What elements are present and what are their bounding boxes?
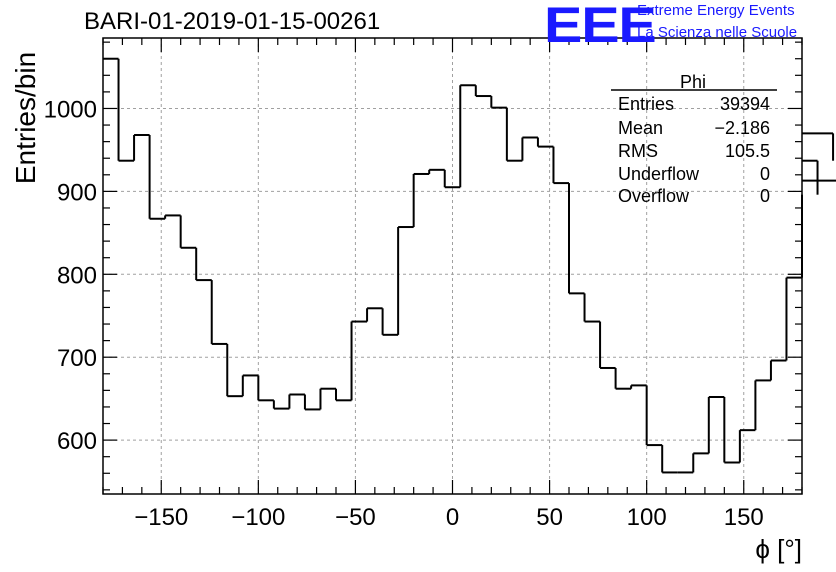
stats-label: Overflow <box>618 186 690 206</box>
stats-label: Mean <box>618 118 664 138</box>
x-tick-label: −50 <box>335 504 376 531</box>
stats-row-underflow: Underflow 0 <box>618 164 770 185</box>
stats-value: 0 <box>759 186 770 206</box>
x-tick-label: 100 <box>627 504 667 531</box>
stats-box-title: Phi <box>680 72 707 92</box>
stats-label: Underflow <box>618 164 700 184</box>
stats-value: −2.186 <box>714 118 770 138</box>
stats-row-mean: Mean −2.186 <box>618 118 770 139</box>
eee-logo: EEE <box>544 0 657 53</box>
x-tick-label: 50 <box>536 504 563 531</box>
y-axis-label: Entries/bin <box>10 51 42 185</box>
stats-label: Entries <box>618 94 675 114</box>
stats-row-rms: RMS 105.5 <box>618 141 770 162</box>
logo-line-2: La Scienza nelle Scuole <box>637 24 798 41</box>
x-tick-label: 0 <box>446 504 459 531</box>
y-tick-label: 800 <box>57 262 97 289</box>
stats-label: RMS <box>618 141 658 161</box>
y-tick-label: 600 <box>57 428 97 455</box>
y-tick-label: 900 <box>57 179 97 206</box>
x-tick-label: 150 <box>724 504 764 531</box>
stats-value: 105.5 <box>724 141 770 161</box>
x-axis-label: ϕ [°] <box>755 534 802 564</box>
grid-lines <box>103 38 802 494</box>
x-tick-label: −150 <box>134 504 188 531</box>
stats-row-entries: Entries 39394 <box>618 94 770 115</box>
histogram-series <box>103 57 836 474</box>
axis-ticks <box>102 38 803 494</box>
axis-tick-labels: −150 −100 −50 0 50 100 150 600 700 800 900 1000 <box>44 96 764 531</box>
stats-row-overflow: Overflow 0 <box>618 186 770 207</box>
stats-value: 39394 <box>719 94 770 114</box>
logo-line-1: Extreme Energy Events <box>637 2 795 19</box>
y-tick-label: 1000 <box>44 96 97 123</box>
y-axis-label-wrap: Entries/bin <box>4 40 44 200</box>
stats-value: 0 <box>759 164 770 184</box>
y-tick-label: 700 <box>57 345 97 372</box>
x-tick-label: −100 <box>231 504 285 531</box>
chart-title: BARI-01-2019-01-15-00261 <box>84 8 381 35</box>
